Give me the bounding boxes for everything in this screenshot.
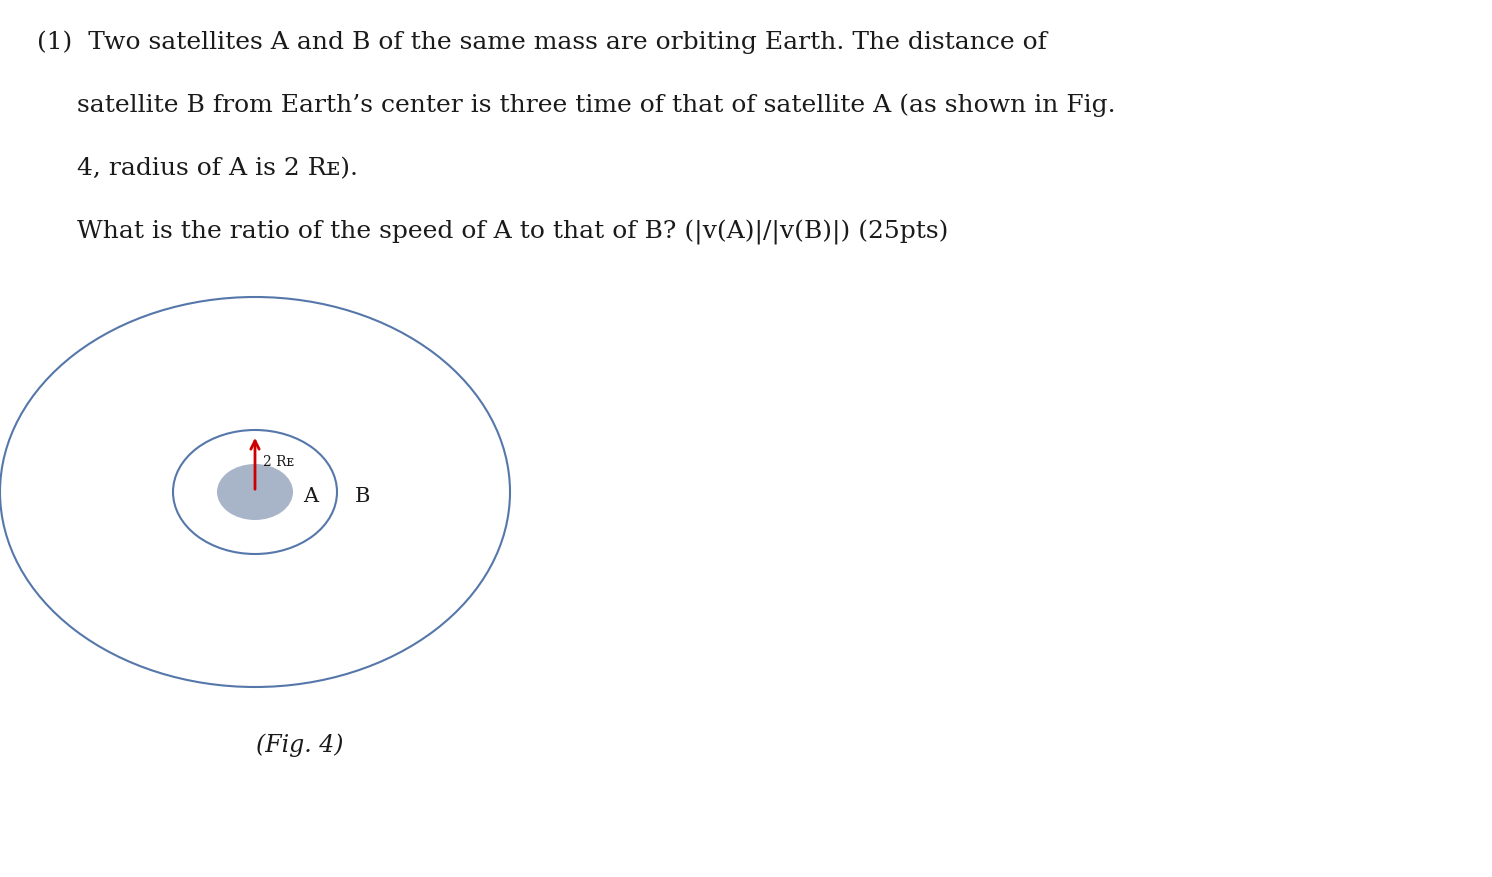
Text: What is the ratio of the speed of A to that of B? (|v(A)|/|v(B)|) (25pts): What is the ratio of the speed of A to t…	[37, 220, 949, 246]
Text: 4, radius of A is 2 Rᴇ).: 4, radius of A is 2 Rᴇ).	[37, 157, 358, 180]
Text: B: B	[355, 487, 370, 506]
Text: 2 Rᴇ: 2 Rᴇ	[263, 454, 294, 468]
Ellipse shape	[216, 465, 292, 520]
Text: (1)  Two satellites A and B of the same mass are orbiting Earth. The distance of: (1) Two satellites A and B of the same m…	[37, 31, 1047, 54]
Text: (Fig. 4): (Fig. 4)	[257, 732, 343, 756]
Text: satellite B from Earth’s center is three time of that of satellite A (as shown i: satellite B from Earth’s center is three…	[37, 94, 1116, 118]
Text: A: A	[303, 487, 318, 506]
